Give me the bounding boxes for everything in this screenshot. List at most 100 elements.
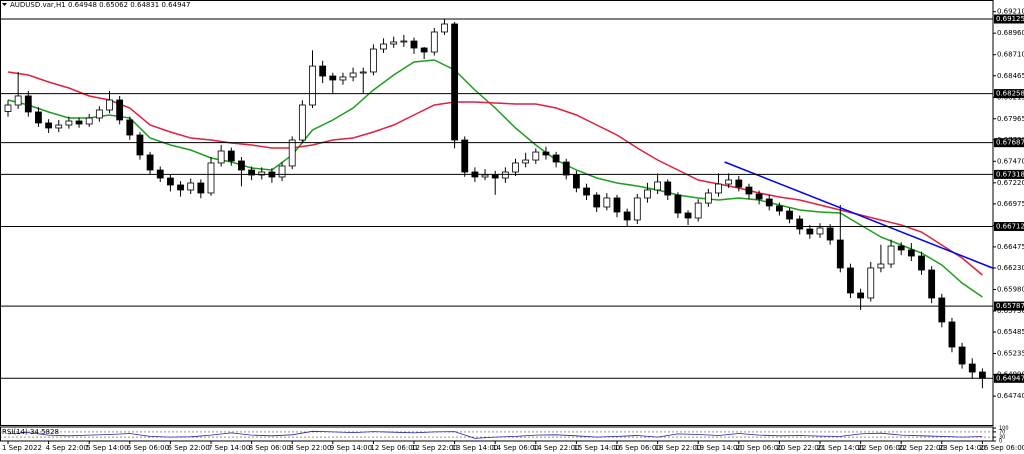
candle-body — [248, 169, 256, 176]
y-tick-label: 0.68960 — [997, 29, 1024, 37]
candle-body — [664, 181, 672, 196]
candle-body — [654, 181, 661, 191]
level-label-box — [994, 222, 1024, 232]
y-tick-label: 0.68465 — [997, 72, 1024, 80]
candle-body — [562, 161, 570, 176]
x-tick-label: 14 Sep 06:00 — [492, 444, 539, 452]
rsi-line — [7, 430, 983, 439]
x-tick-label: 6 Sep 22:00 — [167, 444, 209, 452]
y-tick-label: 0.65730 — [997, 307, 1024, 315]
chart-title: AUDUSD.var,H1 0.64948 0.65062 0.64831 0.… — [10, 1, 190, 9]
candle-body — [319, 65, 327, 77]
indicator-frame — [0, 426, 994, 442]
y-tick-label: 0.65485 — [997, 328, 1024, 336]
candle-body — [765, 198, 773, 207]
candle-body — [674, 194, 682, 214]
level-label-box — [994, 301, 1024, 311]
level-label: 0.67687 — [996, 139, 1024, 147]
candle-body — [877, 263, 885, 269]
rsi-title: RSI(14) 34.5828 — [2, 428, 59, 436]
x-tick-label: 23 Sep 14:00 — [939, 444, 986, 452]
x-tick-label: 18 Sep 22:00 — [655, 444, 702, 452]
rsi-tick-label: 70 — [999, 429, 1005, 435]
candle-body — [735, 179, 743, 188]
candle-body — [583, 187, 590, 196]
candle-body — [95, 109, 103, 119]
candle-body — [55, 124, 63, 129]
candle-body — [441, 23, 448, 33]
candle-body — [613, 197, 621, 213]
x-tick-label: 12 Sep 22:00 — [411, 444, 458, 452]
candle-body — [948, 321, 956, 348]
x-tick-label: 5 Sep 14:00 — [86, 444, 128, 452]
level-label-box — [994, 138, 1024, 148]
candle-body — [85, 117, 93, 125]
candle-body — [146, 154, 154, 171]
candle-body — [258, 171, 266, 176]
candle-body — [24, 95, 32, 113]
candle-body — [573, 174, 580, 189]
plot-frame — [0, 0, 994, 426]
candle-body — [857, 292, 864, 299]
candle-body — [532, 151, 540, 161]
candle-body — [217, 150, 225, 164]
candle-body — [238, 160, 245, 171]
x-tick-label: 20 Sep 06:00 — [736, 444, 783, 452]
candle-body — [166, 177, 174, 186]
candle-body — [177, 184, 184, 191]
x-tick-label: 21 Sep 14:00 — [817, 444, 864, 452]
candle-body — [461, 139, 469, 173]
candle-body — [410, 40, 418, 49]
level-label-box — [994, 89, 1024, 99]
candle-body — [968, 363, 976, 373]
candle-body — [552, 154, 560, 163]
level-label: 0.69125 — [996, 15, 1024, 23]
candle-body — [816, 227, 824, 235]
candle-body — [796, 218, 804, 230]
candle-body — [958, 346, 966, 365]
candle-body — [755, 193, 763, 200]
x-tick-label: 14 Sep 22:00 — [533, 444, 580, 452]
candle-body — [187, 182, 195, 191]
y-tick-label: 0.65235 — [997, 350, 1024, 358]
candle-body — [593, 194, 601, 208]
candle-body — [45, 122, 52, 129]
candle-body — [380, 43, 387, 50]
candle-body — [928, 269, 936, 299]
x-tick-label: 22 Sep 06:00 — [858, 444, 905, 452]
candle-body — [684, 212, 692, 219]
y-tick-label: 0.67470 — [997, 157, 1024, 165]
candle-body — [867, 267, 875, 299]
candle-body — [420, 47, 428, 53]
level-label: 0.68258 — [996, 90, 1024, 98]
x-tick-label: 7 Sep 14:00 — [208, 444, 250, 452]
y-tick-label: 0.67220 — [997, 179, 1024, 187]
candle-body — [288, 139, 296, 167]
candle-body — [116, 99, 124, 121]
candle-body — [836, 239, 844, 269]
level-label-box — [994, 14, 1024, 24]
rsi-tick-label: 0 — [999, 439, 1002, 445]
y-tick-label: 0.67965 — [997, 115, 1024, 123]
candle-body — [339, 76, 347, 81]
level-label: 0.67318 — [996, 170, 1024, 178]
candle-body — [106, 99, 113, 111]
level-label: 0.64947 — [996, 374, 1024, 382]
candle-body — [938, 297, 946, 323]
candle-body — [451, 23, 459, 141]
level-label: 0.65787 — [996, 302, 1024, 310]
x-tick-label: 26 Sep 06:00 — [979, 444, 1024, 452]
moving-average — [7, 71, 983, 276]
x-tick-label: 1 Sep 2022 — [2, 444, 42, 452]
candle-body — [694, 202, 702, 219]
x-tick-label: 19 Sep 14:00 — [695, 444, 742, 452]
candle-body — [745, 186, 753, 195]
x-tick-label: 8 Sep 22:00 — [289, 444, 331, 452]
candle-body — [136, 134, 144, 156]
candle-body — [806, 228, 814, 235]
x-tick-label: 9 Sep 14:00 — [330, 444, 372, 452]
candle-body — [918, 255, 925, 271]
candle-body — [390, 41, 398, 45]
x-tick-label: 8 Sep 06:00 — [249, 444, 291, 452]
candle-body — [75, 120, 83, 125]
